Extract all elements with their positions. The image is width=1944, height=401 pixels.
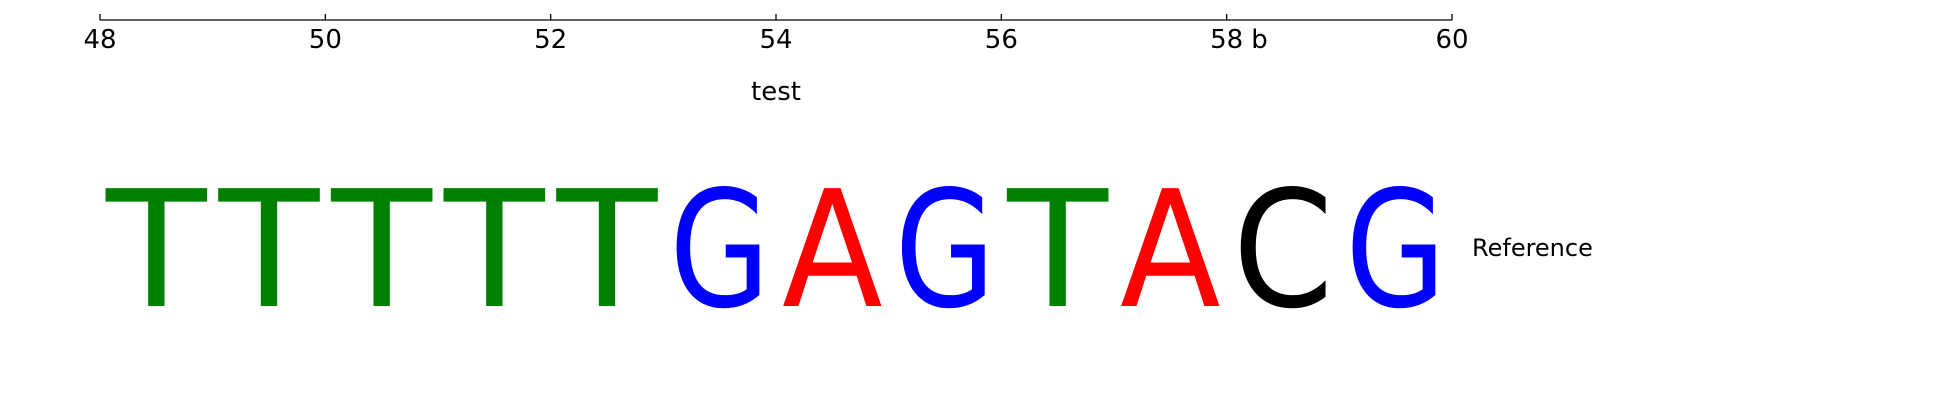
base-t: T xyxy=(443,157,546,345)
base-t: T xyxy=(556,157,659,345)
base-a: A xyxy=(782,157,883,345)
axis-annotation: b xyxy=(1251,25,1268,55)
base-g: G xyxy=(669,157,770,345)
tick-label: 58 xyxy=(1210,25,1243,55)
base-t: T xyxy=(1006,157,1109,345)
tick-label: 48 xyxy=(83,25,116,55)
base-g: G xyxy=(1345,157,1446,345)
base-a: A xyxy=(1120,157,1221,345)
axis-title: test xyxy=(751,77,801,107)
base-g: G xyxy=(895,157,996,345)
tick-label: 52 xyxy=(534,25,567,55)
tick-label: 56 xyxy=(985,25,1018,55)
base-t: T xyxy=(330,157,433,345)
track-label: Reference xyxy=(1472,234,1593,262)
base-c: C xyxy=(1233,157,1334,345)
tick-label: 60 xyxy=(1435,25,1468,55)
axis-ticks: 48 50 52 54 56 58 60 xyxy=(83,14,1469,55)
tick-label: 54 xyxy=(759,25,792,55)
tick-label: 50 xyxy=(309,25,342,55)
base-t: T xyxy=(105,157,208,345)
base-t: T xyxy=(218,157,321,345)
